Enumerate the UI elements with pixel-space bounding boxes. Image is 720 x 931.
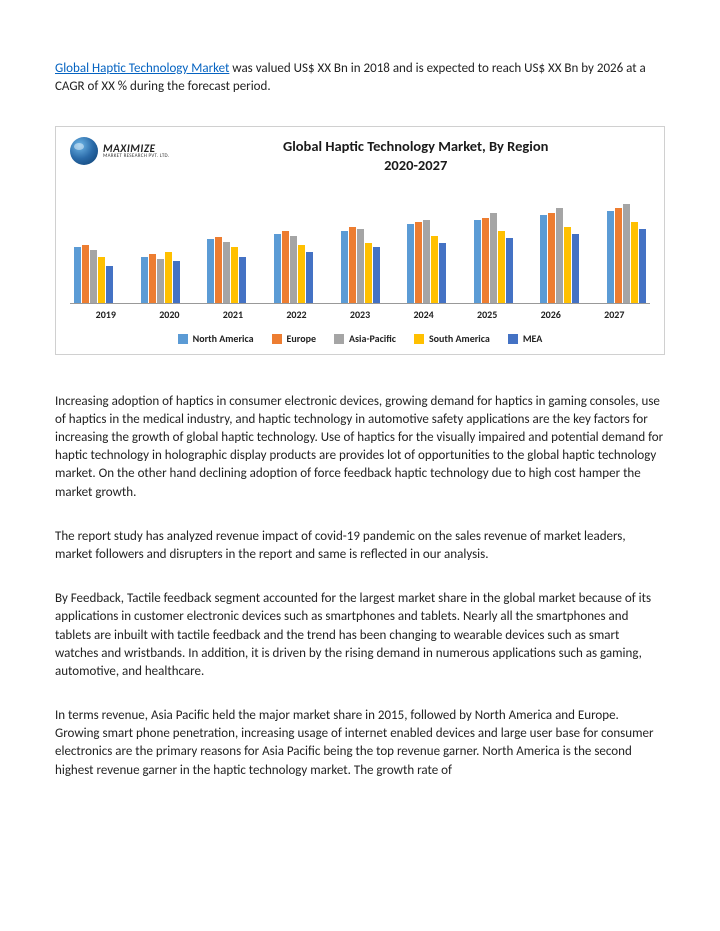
market-link[interactable]: Global Haptic Technology Market [55,61,229,76]
bar [90,250,97,303]
bar [282,231,289,302]
year-group [74,188,113,303]
chart-title-l1: Global Haptic Technology Market, By Regi… [181,137,650,155]
legend-swatch [508,334,518,344]
legend-label: North America [193,332,254,346]
legend-item: Asia-Pacific [334,332,396,346]
chart-container: MAXIMIZE MARKET RESEARCH PVT. LTD. Globa… [55,126,665,354]
chart-legend: North America Europe Asia-Pacific South Ame… [70,332,650,346]
year-group [540,188,579,303]
chart-title-l2: 2020-2027 [181,156,650,174]
year-group [341,188,380,303]
x-axis-label: 2024 [392,308,456,322]
bar [548,213,555,303]
intro-paragraph: Global Haptic Technology Market was valu… [55,60,665,96]
legend-label: MEA [523,332,543,346]
bar [74,247,81,302]
logo-text: MAXIMIZE MARKET RESEARCH PVT. LTD. [103,143,169,159]
bar [506,238,513,302]
legend-label: South America [429,332,490,346]
bar [239,257,246,303]
legend-swatch [272,334,282,344]
x-axis-label: 2023 [328,308,392,322]
x-axis-label: 2022 [265,308,329,322]
bar [274,234,281,303]
bar [564,227,571,303]
bar [173,261,180,302]
bar [615,208,622,302]
legend-item: South America [414,332,490,346]
bar [215,237,222,303]
legend-swatch [178,334,188,344]
bar [149,254,156,302]
x-axis-label: 2021 [201,308,265,322]
logo-line2: MARKET RESEARCH PVT. LTD. [103,154,169,159]
year-group [274,188,313,303]
bar [490,213,497,303]
bar [431,236,438,303]
year-group [207,188,246,303]
bar [631,222,638,303]
legend-item: North America [178,332,254,346]
bar [349,227,356,303]
bar [639,229,646,303]
x-axis-label: 2019 [74,308,138,322]
bar [207,239,214,302]
bar [141,257,148,303]
paragraph-4: In terms revenue, Asia Pacific held the … [55,707,665,780]
bar [556,208,563,302]
bar [365,243,372,303]
bar [106,266,113,303]
paragraph-3: By Feedback, Tactile feedback segment ac… [55,590,665,681]
chart-plot-area [70,188,650,303]
x-axis-label: 2025 [455,308,519,322]
bar [165,252,172,303]
legend-item: Europe [272,332,316,346]
bar [439,243,446,303]
legend-label: Europe [287,332,316,346]
legend-swatch [334,334,344,344]
paragraph-2: The report study has analyzed revenue im… [55,528,665,564]
bar [223,242,230,303]
company-logo: MAXIMIZE MARKET RESEARCH PVT. LTD. [70,137,169,165]
legend-swatch [414,334,424,344]
bar [482,218,489,303]
paragraph-1: Increasing adoption of haptics in consum… [55,393,665,502]
bar [540,215,547,302]
bar [423,220,430,303]
bar [623,204,630,303]
bar [572,234,579,303]
chart-x-axis: 201920202021202220232024202520262027 [70,303,650,322]
year-group [474,188,513,303]
legend-item: MEA [508,332,543,346]
year-group [607,188,646,303]
bar [98,257,105,303]
bar [498,231,505,302]
bar [290,236,297,303]
bar [373,247,380,302]
bar [157,259,164,303]
bar [415,222,422,303]
x-axis-label: 2026 [519,308,583,322]
chart-title: Global Haptic Technology Market, By Regi… [181,137,650,173]
bar [474,220,481,303]
bar [407,224,414,302]
bar [306,252,313,303]
year-group [407,188,446,303]
x-axis-label: 2020 [138,308,202,322]
bar [341,231,348,302]
bar [607,211,614,303]
bar [231,247,238,302]
legend-label: Asia-Pacific [349,332,396,346]
chart-header: MAXIMIZE MARKET RESEARCH PVT. LTD. Globa… [70,137,650,173]
x-axis-label: 2027 [583,308,647,322]
year-group [141,188,180,303]
bar [357,229,364,303]
bar [82,245,89,303]
globe-icon [70,137,98,165]
bar [298,245,305,303]
